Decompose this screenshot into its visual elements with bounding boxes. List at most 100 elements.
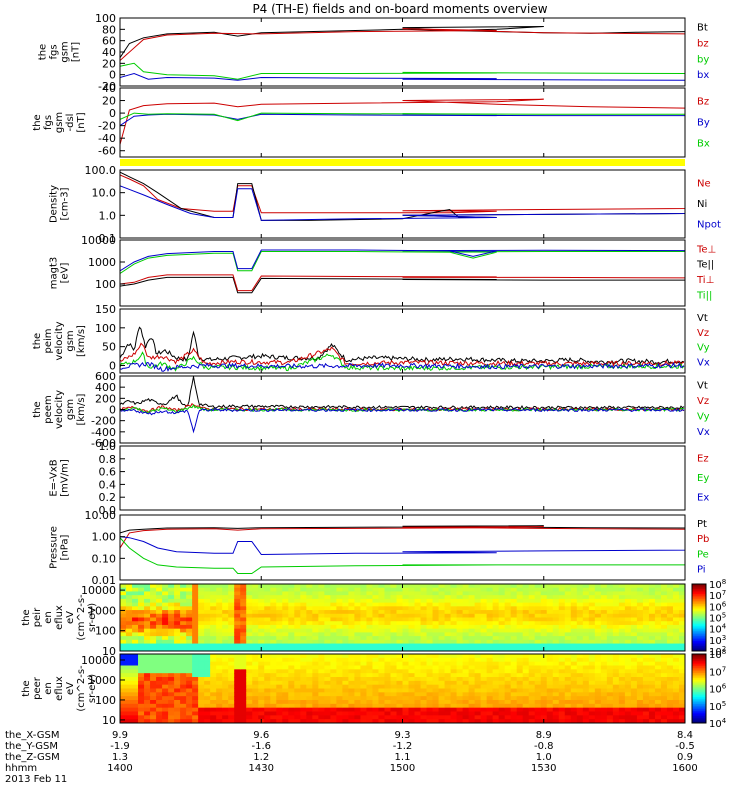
heatmap-cell: [510, 643, 518, 648]
heatmap-cell: [624, 598, 632, 604]
heatmap-cell: [258, 673, 265, 678]
heatmap-cell: [534, 643, 542, 648]
heatmap-cell: [576, 606, 584, 611]
heatmap-cell: [624, 665, 632, 670]
heatmap-cell: [432, 688, 440, 693]
heatmap-cell: [564, 657, 572, 663]
heatmap-cell: [486, 647, 494, 652]
colorbar-cell: [692, 627, 706, 630]
heatmap-cell: [240, 680, 247, 686]
heatmap-cell: [582, 661, 590, 666]
heatmap-cell: [666, 643, 674, 648]
heatmap-cell: [390, 647, 397, 652]
heatmap-cell: [354, 719, 361, 724]
heatmap-cell: [594, 669, 602, 674]
heatmap-cell: [132, 621, 139, 626]
heatmap-cell: [408, 647, 416, 652]
heatmap-cell: [180, 639, 187, 645]
heatmap-cell: [180, 669, 187, 674]
heatmap-cell: [348, 673, 355, 678]
heatmap-cell: [132, 617, 139, 622]
heatmap-cell: [552, 639, 560, 645]
heatmap-cell: [552, 624, 560, 630]
heatmap-cell: [162, 602, 169, 607]
heatmap-cell: [660, 617, 668, 622]
heatmap-cell: [318, 700, 325, 705]
heatmap-cell: [252, 696, 259, 701]
heatmap-cell: [432, 665, 440, 670]
heatmap-cell: [600, 621, 608, 626]
heatmap-cell: [576, 688, 584, 693]
heatmap-cell: [636, 587, 644, 592]
heatmap-cell: [522, 632, 530, 637]
heatmap-cell: [528, 602, 536, 607]
heatmap-cell: [498, 669, 506, 674]
heatmap-cell: [306, 591, 313, 596]
series-group: [120, 376, 685, 434]
colorbar-cell: [692, 644, 706, 647]
heatmap-cell: [672, 688, 680, 693]
series-Ne: [120, 174, 685, 214]
heatmap-cell: [456, 613, 464, 618]
heatmap-cell: [546, 707, 554, 712]
heatmap-cell: [330, 595, 337, 600]
heatmap-cell: [360, 624, 367, 630]
heatmap-cell: [600, 632, 608, 637]
heatmap-cell: [504, 584, 512, 589]
heatmap-cell: [654, 613, 662, 618]
heatmap-cell: [594, 700, 602, 705]
heatmap-cell: [516, 606, 524, 611]
heatmap-cell: [594, 587, 602, 592]
heatmap-cell: [528, 665, 536, 670]
legend-By: By: [697, 118, 710, 129]
heatmap-cell: [312, 692, 319, 697]
heatmap-cell: [138, 669, 145, 674]
heatmap-cell: [636, 719, 644, 724]
heatmap-cell: [456, 654, 464, 659]
legend-Npot: Npot: [697, 220, 721, 231]
heatmap-cell: [378, 628, 385, 633]
heatmap-cell: [336, 654, 343, 659]
heatmap-cell: [264, 684, 271, 689]
heatmap-cell: [126, 654, 133, 659]
heatmap-cell: [312, 669, 319, 674]
heatmap-cell: [570, 711, 578, 716]
heatmap-cell: [414, 639, 422, 645]
heatmap-cell: [354, 595, 361, 600]
heatmap-cell: [300, 711, 307, 716]
heatmap-cell: [180, 677, 187, 682]
heatmap-cell: [156, 613, 163, 618]
heatmap-cell: [372, 707, 379, 712]
heatmap-cell: [402, 621, 410, 626]
heatmap-cell: [156, 602, 163, 607]
heatmap-cell: [120, 673, 127, 678]
heatmap-cell: [432, 684, 440, 689]
heatmap-cell: [498, 591, 506, 596]
heatmap-cell: [174, 657, 181, 663]
legend-Pt: Pt: [697, 519, 707, 530]
heatmap-cell: [180, 602, 187, 607]
heatmap-cell: [480, 584, 488, 589]
heatmap-cell: [144, 688, 151, 693]
heatmap-cell: [546, 621, 554, 626]
heatmap-cell: [312, 595, 319, 600]
heatmap-cell: [342, 703, 349, 709]
heatmap-cell: [222, 661, 229, 666]
heatmap-cell: [318, 643, 325, 648]
heatmap-cell: [594, 584, 602, 589]
heatmap-cell: [498, 657, 506, 663]
heatmap-cell: [564, 700, 572, 705]
heatmap-cell: [150, 692, 157, 697]
heatmap-cell: [642, 606, 650, 611]
heatmap-cell: [150, 595, 157, 600]
heatmap-cell: [498, 707, 506, 712]
heatmap-cell: [486, 598, 494, 604]
heatmap-cell: [216, 628, 223, 633]
heatmap-cell: [576, 595, 584, 600]
heatmap-cell: [216, 665, 223, 670]
heatmap-cell: [240, 613, 247, 618]
heatmap-cell: [276, 700, 283, 705]
orbit-row-value: 1430: [249, 763, 274, 774]
heatmap-cell: [210, 677, 217, 682]
heatmap-cell: [582, 703, 590, 709]
